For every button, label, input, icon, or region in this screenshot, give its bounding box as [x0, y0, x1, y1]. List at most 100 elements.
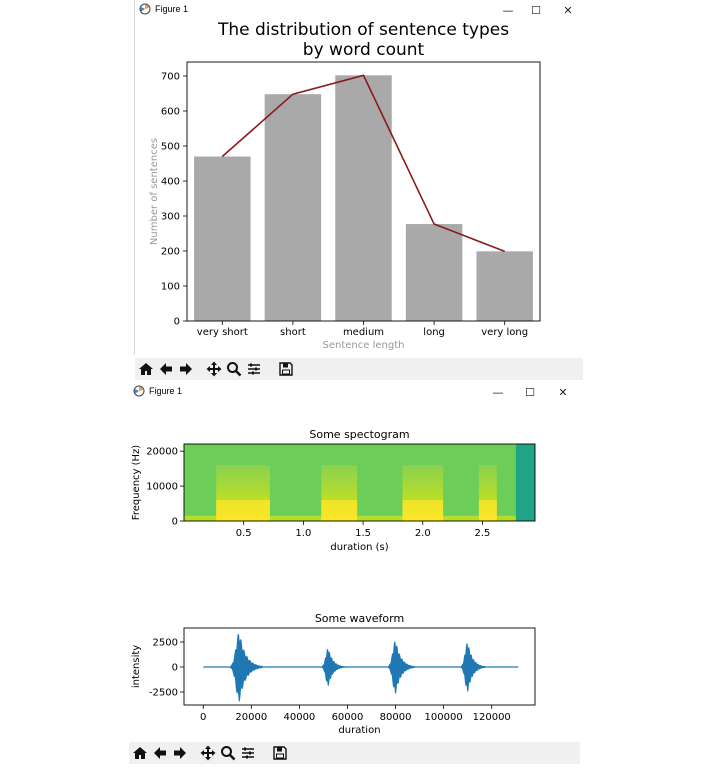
- y-tick-label: 20000: [146, 447, 178, 458]
- y-tick-label: 0: [174, 317, 180, 328]
- window-title: Figure 1: [155, 4, 189, 14]
- waveform-burst-3: [387, 641, 416, 694]
- title-bar: Figure 1 — ☐ ✕: [135, 0, 583, 20]
- y-tick-label: 2500: [153, 638, 178, 649]
- maximize-icon: ☐: [525, 385, 535, 399]
- speech-energy-4: [478, 500, 497, 521]
- maximize-button[interactable]: ☐: [521, 0, 551, 20]
- y-tick-label: 0: [172, 663, 178, 674]
- x-axis-label: duration (s): [330, 542, 388, 553]
- home-icon: [133, 747, 147, 759]
- pan-icon: [206, 361, 222, 377]
- matplotlib-logo-icon: [139, 3, 151, 15]
- y-axis-label: intensity: [131, 645, 142, 688]
- x-tick-label: 40000: [283, 712, 315, 723]
- home-button[interactable]: [137, 360, 155, 378]
- x-tick-label: 60000: [332, 712, 364, 723]
- forward-arrow-icon: [174, 747, 186, 759]
- spectrogram-and-waveform-figure: Some spectogram 0 10000 20000 0.5 1.0 1.5 2.0 2.…: [131, 428, 536, 736]
- y-tick-label: -2500: [149, 688, 178, 699]
- x-axis-label: Sentence length: [323, 340, 405, 351]
- x-tick-label: 0.5: [236, 528, 252, 539]
- trend-line: [221, 74, 505, 253]
- matplotlib-logo-icon: [133, 385, 145, 397]
- bar-long: [405, 224, 463, 321]
- x-tick-label: very long: [481, 327, 528, 338]
- x-tick-label: 2.5: [475, 528, 491, 539]
- x-tick-label: 80000: [380, 712, 412, 723]
- pan-button[interactable]: [205, 360, 223, 378]
- configure-subplots-icon: [242, 747, 254, 759]
- back-arrow-icon: [160, 363, 172, 375]
- y-tick-label: 10000: [146, 482, 178, 493]
- home-icon: [139, 363, 153, 375]
- x-axis-label: duration: [338, 725, 380, 736]
- minimize-button[interactable]: —: [493, 0, 523, 20]
- save-icon: [273, 746, 287, 760]
- y-tick-label: 600: [161, 107, 180, 118]
- forward-button[interactable]: [171, 744, 189, 762]
- zoom-button[interactable]: [225, 360, 243, 378]
- configure-subplots-button[interactable]: [245, 360, 263, 378]
- zoom-icon: [227, 362, 242, 377]
- y-tick-label: 100: [161, 282, 180, 293]
- navigation-toolbar: [135, 358, 583, 380]
- speech-energy-2: [321, 500, 358, 521]
- window-border: [134, 0, 135, 355]
- navigation-toolbar: [129, 742, 580, 764]
- minimize-button[interactable]: —: [483, 382, 513, 402]
- speech-energy-1: [216, 500, 270, 521]
- waveform-frame: [183, 627, 536, 706]
- chart-title-line-2: by word count: [303, 40, 425, 60]
- pan-icon: [200, 745, 216, 761]
- maximize-button[interactable]: ☐: [515, 382, 545, 402]
- figure-window-2: Figure 1 — ☐ ✕ Some spectogram 0 10000 2000…: [129, 382, 580, 769]
- bar-very-long: [476, 251, 533, 321]
- back-button[interactable]: [151, 744, 169, 762]
- minimize-icon: —: [492, 385, 504, 399]
- save-button[interactable]: [277, 360, 295, 378]
- maximize-icon: ☐: [531, 3, 541, 17]
- y-tick-label: 300: [161, 212, 180, 223]
- configure-subplots-button[interactable]: [239, 744, 257, 762]
- y-tick-label: 200: [161, 247, 180, 258]
- pan-button[interactable]: [199, 744, 217, 762]
- window-title: Figure 1: [149, 386, 183, 396]
- x-tick-label: 120000: [473, 712, 511, 723]
- save-button[interactable]: [271, 744, 289, 762]
- silence-region: [515, 444, 535, 521]
- waveform-burst-4: [460, 643, 486, 692]
- y-tick-label: 700: [161, 72, 180, 83]
- zoom-button[interactable]: [219, 744, 237, 762]
- x-tick-label: 100000: [425, 712, 463, 723]
- close-button[interactable]: ✕: [548, 382, 578, 402]
- chart-title-line-1: The distribution of sentence types: [217, 20, 509, 40]
- x-tick-label: 1.5: [355, 528, 371, 539]
- waveform-title: Some waveform: [315, 612, 404, 625]
- close-icon: ✕: [558, 385, 568, 399]
- close-button[interactable]: ✕: [553, 0, 583, 20]
- forward-button[interactable]: [177, 360, 195, 378]
- y-tick-label: 400: [161, 177, 180, 188]
- x-tick-label: medium: [343, 327, 384, 338]
- speech-energy-3: [402, 500, 444, 521]
- spectrogram-frame: [183, 443, 536, 522]
- minimize-icon: —: [502, 3, 514, 17]
- y-tick-label: 0: [172, 517, 178, 528]
- bar-short: [264, 94, 322, 321]
- x-tick-label: 20000: [235, 712, 267, 723]
- home-button[interactable]: [131, 744, 149, 762]
- x-tick-label: long: [423, 327, 445, 338]
- configure-subplots-icon: [248, 363, 260, 375]
- waveform-burst-2: [321, 649, 346, 686]
- close-icon: ✕: [563, 3, 573, 17]
- back-button[interactable]: [157, 360, 175, 378]
- spectrogram-title: Some spectogram: [309, 428, 409, 441]
- bar-very-short: [194, 156, 251, 321]
- x-tick-label: 0: [200, 712, 206, 723]
- y-axis-label: Number of sentences: [149, 138, 160, 245]
- x-tick-label: 1.0: [295, 528, 311, 539]
- x-tick-label: very short: [197, 327, 248, 338]
- x-tick-label: short: [280, 327, 306, 338]
